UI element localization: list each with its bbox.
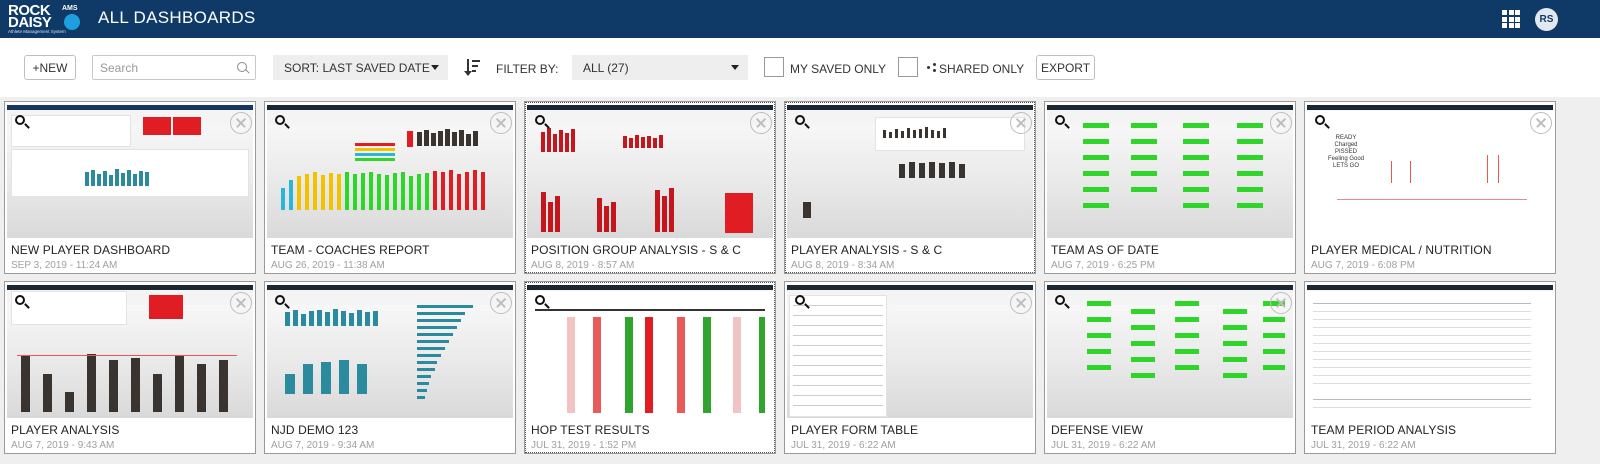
my-saved-only-checkbox[interactable] bbox=[764, 57, 784, 77]
dashboard-thumbnail bbox=[7, 285, 253, 418]
dashboard-card[interactable]: PLAYER ANALYSIS - S & C AUG 8, 2019 - 8:… bbox=[784, 101, 1036, 274]
dashboard-thumbnail bbox=[267, 105, 513, 238]
medical-status-text: READY Charged PISSED Feeling Good LETS G… bbox=[1327, 135, 1365, 169]
dashboard-title: NJD DEMO 123 bbox=[271, 423, 359, 437]
close-icon[interactable] bbox=[490, 112, 512, 134]
dashboard-thumbnail bbox=[527, 285, 773, 418]
search-box bbox=[92, 55, 256, 80]
close-icon[interactable] bbox=[1010, 112, 1032, 134]
filter-by-label: FILTER BY: bbox=[496, 62, 559, 76]
chevron-down-icon bbox=[731, 65, 739, 70]
close-icon[interactable] bbox=[230, 292, 252, 314]
zoom-icon[interactable] bbox=[1315, 115, 1325, 125]
dashboard-date: AUG 8, 2019 - 8:34 AM bbox=[791, 260, 895, 271]
close-icon[interactable] bbox=[750, 112, 772, 134]
top-bar: ROCK DAISY AMS Athlete Management System… bbox=[0, 0, 1600, 38]
logo-line2: DAISY bbox=[8, 14, 52, 31]
zoom-icon[interactable] bbox=[15, 295, 25, 305]
filter-select-value: ALL (27) bbox=[583, 60, 629, 75]
search-icon[interactable] bbox=[237, 62, 247, 72]
dashboard-thumbnail bbox=[7, 105, 253, 238]
zoom-icon[interactable] bbox=[535, 295, 545, 305]
chevron-down-icon bbox=[431, 65, 439, 70]
dashboard-card[interactable]: PLAYER FORM TABLE JUL 31, 2019 - 6:22 AM bbox=[784, 281, 1036, 454]
dashboard-date: JUL 31, 2019 - 6:22 AM bbox=[791, 440, 896, 451]
dashboard-thumbnail bbox=[267, 285, 513, 418]
apps-grid-icon[interactable] bbox=[1502, 10, 1520, 28]
logo-ams: AMS bbox=[62, 5, 78, 12]
dashboard-thumbnail bbox=[527, 105, 773, 238]
dashboard-card[interactable]: NJD DEMO 123 AUG 7, 2019 - 9:34 AM bbox=[264, 281, 516, 454]
dashboard-date: JUL 31, 2019 - 6:22 AM bbox=[1311, 440, 1416, 451]
zoom-icon[interactable] bbox=[535, 115, 545, 125]
zoom-icon[interactable] bbox=[275, 115, 285, 125]
close-icon[interactable] bbox=[230, 112, 252, 134]
dashboard-date: AUG 7, 2019 - 6:25 PM bbox=[1051, 260, 1155, 271]
dashboard-thumbnail bbox=[1047, 285, 1293, 418]
close-icon[interactable] bbox=[1530, 112, 1552, 134]
rock-daisy-logo[interactable]: ROCK DAISY AMS Athlete Management System bbox=[8, 2, 86, 36]
sort-select-label: SORT: LAST SAVED DATE bbox=[284, 60, 430, 75]
search-input[interactable] bbox=[93, 56, 223, 79]
close-icon[interactable] bbox=[1270, 292, 1292, 314]
share-icon bbox=[927, 63, 936, 72]
dashboard-date: AUG 8, 2019 - 8:57 AM bbox=[531, 260, 635, 271]
dashboard-thumbnail bbox=[1047, 105, 1293, 238]
dashboard-grid: NEW PLAYER DASHBOARD SEP 3, 2019 - 11:24… bbox=[0, 97, 1600, 464]
page-title: ALL DASHBOARDS bbox=[98, 8, 256, 27]
dashboard-thumbnail bbox=[787, 105, 1033, 238]
dashboard-card[interactable]: PLAYER ANALYSIS AUG 7, 2019 - 9:43 AM bbox=[4, 281, 256, 454]
zoom-icon[interactable] bbox=[795, 295, 805, 305]
dashboard-thumbnail: READY Charged PISSED Feeling Good LETS G… bbox=[1307, 105, 1553, 238]
dashboard-title: TEAM PERIOD ANALYSIS bbox=[1311, 423, 1457, 437]
filter-select[interactable]: ALL (27) bbox=[572, 55, 748, 80]
dashboard-title: TEAM - COACHES REPORT bbox=[271, 243, 430, 257]
dashboard-date: SEP 3, 2019 - 11:24 AM bbox=[11, 260, 118, 271]
shared-only-checkbox[interactable] bbox=[898, 57, 918, 77]
dashboard-date: AUG 7, 2019 - 9:43 AM bbox=[11, 440, 115, 451]
dashboard-date: AUG 7, 2019 - 9:34 AM bbox=[271, 440, 375, 451]
dashboard-title: PLAYER ANALYSIS bbox=[11, 423, 120, 437]
dashboard-title: PLAYER FORM TABLE bbox=[791, 423, 919, 437]
close-icon[interactable] bbox=[490, 292, 512, 314]
dashboard-card[interactable]: READY Charged PISSED Feeling Good LETS G… bbox=[1304, 101, 1556, 274]
zoom-icon[interactable] bbox=[15, 115, 25, 125]
dashboard-title: NEW PLAYER DASHBOARD bbox=[11, 243, 171, 257]
dashboard-thumbnail bbox=[787, 285, 1033, 418]
dashboard-date: JUL 31, 2019 - 1:52 PM bbox=[531, 440, 637, 451]
new-dashboard-button[interactable]: +NEW bbox=[24, 55, 76, 80]
close-icon[interactable] bbox=[1010, 292, 1032, 314]
dashboard-title: POSITION GROUP ANALYSIS - S & C bbox=[531, 243, 742, 257]
zoom-icon[interactable] bbox=[1055, 115, 1065, 125]
dashboard-card[interactable]: NEW PLAYER DASHBOARD SEP 3, 2019 - 11:24… bbox=[4, 101, 256, 274]
dashboard-title: PLAYER MEDICAL / NUTRITION bbox=[1311, 243, 1492, 257]
dashboard-date: AUG 26, 2019 - 11:38 AM bbox=[271, 260, 385, 271]
shared-only-label: SHARED ONLY bbox=[939, 62, 1025, 76]
export-button[interactable]: EXPORT bbox=[1036, 55, 1095, 80]
dashboard-title: PLAYER ANALYSIS - S & C bbox=[791, 243, 943, 257]
dashboard-card[interactable]: POSITION GROUP ANALYSIS - S & C AUG 8, 2… bbox=[524, 101, 776, 274]
close-icon[interactable] bbox=[1270, 112, 1292, 134]
dashboard-card[interactable]: TEAM - COACHES REPORT AUG 26, 2019 - 11:… bbox=[264, 101, 516, 274]
zoom-icon[interactable] bbox=[1055, 295, 1065, 305]
zoom-icon[interactable] bbox=[795, 115, 805, 125]
dashboard-title: DEFENSE VIEW bbox=[1051, 423, 1143, 437]
dashboard-card[interactable]: HOP TEST RESULTS JUL 31, 2019 - 1:52 PM bbox=[524, 281, 776, 454]
dashboard-title: TEAM AS OF DATE bbox=[1051, 243, 1159, 257]
my-saved-only-label: MY SAVED ONLY bbox=[790, 62, 887, 76]
logo-line1: ROCK bbox=[8, 2, 51, 19]
dashboard-card[interactable]: DEFENSE VIEW JUL 31, 2019 - 6:22 AM bbox=[1044, 281, 1296, 454]
logo-figure-icon bbox=[64, 14, 80, 30]
zoom-icon[interactable] bbox=[275, 295, 285, 305]
dashboard-card[interactable]: TEAM PERIOD ANALYSIS JUL 31, 2019 - 6:22… bbox=[1304, 281, 1556, 454]
dashboard-date: JUL 31, 2019 - 6:22 AM bbox=[1051, 440, 1156, 451]
dashboard-date: AUG 7, 2019 - 6:08 PM bbox=[1311, 260, 1415, 271]
logo-tagline: Athlete Management System bbox=[8, 29, 66, 34]
dashboard-card[interactable]: TEAM AS OF DATE AUG 7, 2019 - 6:25 PM bbox=[1044, 101, 1296, 274]
sort-direction-icon[interactable] bbox=[464, 58, 480, 76]
dashboard-title: HOP TEST RESULTS bbox=[531, 423, 650, 437]
user-avatar[interactable]: RS bbox=[1535, 8, 1558, 31]
dashboard-thumbnail bbox=[1307, 285, 1553, 418]
sort-select[interactable]: SORT: LAST SAVED DATE bbox=[273, 55, 448, 80]
